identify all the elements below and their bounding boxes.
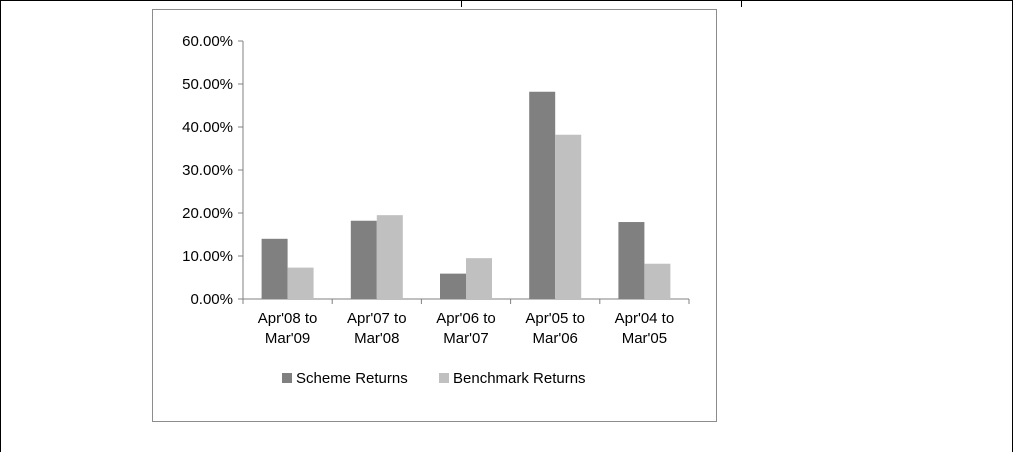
y-tick-label: 10.00%: [182, 248, 233, 265]
x-tick-label: Mar'06: [533, 330, 578, 347]
x-tick-label: Apr'05 to: [525, 310, 585, 327]
bar-chart: 0.00% 10.00% 20.00% 30.00% 40.00% 50.00% 60.00…: [182, 33, 690, 387]
x-tick-label: Mar'05: [622, 330, 667, 347]
bar-benchmark-returns: [287, 267, 314, 299]
legend-label: Scheme Returns: [296, 370, 408, 387]
x-tick-label: Mar'08: [354, 330, 399, 347]
bar-benchmark-returns: [555, 134, 582, 299]
x-tick-label: Apr'06 to: [436, 310, 496, 327]
legend-swatch: [439, 373, 449, 383]
bar-benchmark-returns: [466, 258, 492, 299]
frame-divider-mark: [741, 0, 742, 7]
y-tick-label: 50.00%: [182, 76, 233, 93]
y-tick-label: 40.00%: [182, 119, 233, 136]
x-tick-label: Mar'09: [265, 330, 310, 347]
y-tick-label: 60.00%: [182, 33, 233, 50]
bar-scheme-returns: [529, 91, 556, 300]
x-tick-label: Apr'08 to: [258, 310, 318, 327]
bar-benchmark-returns: [376, 215, 403, 299]
x-tick-label: Apr'07 to: [347, 310, 407, 327]
x-tick-label: Mar'07: [443, 330, 488, 347]
bar-scheme-returns: [350, 220, 377, 299]
bar-scheme-returns: [261, 238, 288, 299]
bar-benchmark-returns: [644, 263, 671, 299]
y-tick-label: 0.00%: [190, 291, 233, 308]
bar-scheme-returns: [618, 222, 645, 299]
legend-label: Benchmark Returns: [453, 370, 586, 387]
x-tick-label: Apr'04 to: [615, 310, 675, 327]
bar-scheme-returns: [440, 273, 466, 299]
frame-divider-mark: [461, 0, 462, 7]
y-tick-label: 20.00%: [182, 205, 233, 222]
legend-swatch: [282, 373, 292, 383]
y-tick-label: 30.00%: [182, 162, 233, 179]
chart-area: 0.00% 10.00% 20.00% 30.00% 40.00% 50.00% 60.00…: [152, 9, 717, 422]
